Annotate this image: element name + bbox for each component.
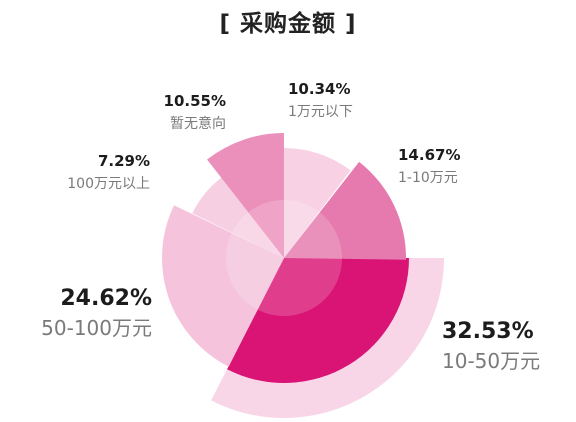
pie-slice	[284, 148, 351, 258]
pie-slice-inner-ring	[225, 232, 284, 310]
slice-category-label: 暂无意向	[170, 115, 226, 132]
pie-labels: 32.53% 10-50万元 24.62% 50-100万元 7.29% 100万元以上 1…	[41, 80, 540, 373]
slice-percent-label: 10.34%	[288, 80, 350, 98]
pie-slice-inner-ring	[257, 258, 342, 316]
pie-slices	[162, 133, 444, 418]
slice-category-label: 100万元以上	[67, 176, 150, 192]
slice-category-label: 1-10万元	[398, 170, 458, 186]
pie-slice	[227, 258, 409, 383]
slice-category-label: 1万元以下	[288, 104, 353, 120]
slice-category-label: 50-100万元	[41, 316, 152, 340]
slice-percent-label: 24.62%	[60, 286, 152, 311]
slice-percent-label: 14.67%	[398, 146, 460, 164]
slice-percent-label: 32.53%	[442, 319, 534, 344]
pie-slice-inner-ring	[231, 212, 284, 258]
pie-slice	[162, 205, 284, 367]
pie-slice	[284, 161, 406, 260]
slice-category-label: 10-50万元	[442, 349, 540, 373]
pie-slice-inner-ring	[248, 200, 284, 258]
slice-percent-label: 7.29%	[98, 152, 150, 170]
pie-slice-inner-ring	[284, 212, 342, 259]
chart-title: [ 采购金额 ]	[219, 11, 357, 37]
slice-percent-label: 10.55%	[164, 92, 226, 110]
pie-slice	[207, 133, 284, 258]
pie-slice-inner-ring	[284, 200, 320, 258]
pie-slice	[192, 177, 284, 258]
